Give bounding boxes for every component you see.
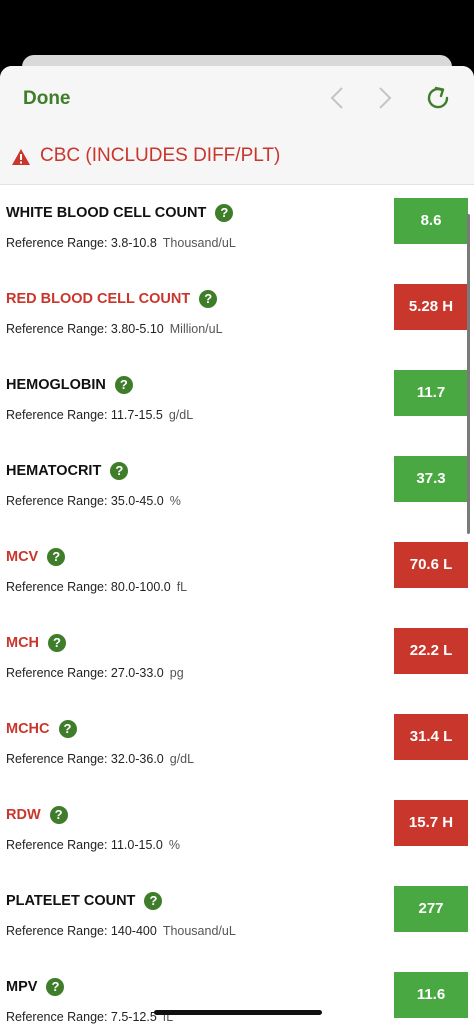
result-value[interactable]: 70.6 L <box>394 542 468 588</box>
reference-range-label: Reference Range: 140-400 <box>6 924 157 938</box>
result-value[interactable]: 37.3 <box>394 456 468 502</box>
panel-title: CBC (INCLUDES DIFF/PLT) <box>40 145 281 166</box>
test-name: PLATELET COUNT? <box>6 892 163 910</box>
unit-label: Thousand/uL <box>162 236 236 250</box>
result-row[interactable]: HEMOGLOBIN? Reference Range: 11.7-15.5 g/d… <box>0 357 474 443</box>
reference-range-label: Reference Range: 3.8-10.8 <box>6 236 157 250</box>
test-name: MCHC? <box>6 720 77 738</box>
reference-range: Reference Range: 11.0-15.0% <box>6 838 180 852</box>
nav-bar: Done <box>0 66 474 130</box>
result-row[interactable]: MCH? Reference Range: 27.0-33.0 pg 22.2 L <box>0 615 474 701</box>
results-sheet: Done CBC (INCLUDES DIFF/PLT) WHITE BLOOD… <box>0 66 474 1025</box>
home-indicator <box>154 1010 322 1015</box>
help-icon[interactable]: ? <box>144 892 163 910</box>
result-row[interactable]: RED BLOOD CELL COUNT? Reference Range: 3.… <box>0 271 474 357</box>
test-name: MPV? <box>6 978 65 996</box>
help-icon[interactable]: ? <box>110 462 129 480</box>
chevron-left-icon[interactable] <box>324 84 352 112</box>
test-name-label: MPV <box>6 979 38 995</box>
test-name-label: PLATELET COUNT <box>6 893 136 909</box>
unit-label: % <box>168 838 180 852</box>
unit-label: pg <box>169 666 184 680</box>
test-name-label: MCV <box>6 549 39 565</box>
reference-range: Reference Range: 11.7-15.5 g/dL <box>6 408 193 422</box>
result-value[interactable]: 8.6 <box>394 198 468 244</box>
test-name-label: RED BLOOD CELL COUNT <box>6 291 191 307</box>
help-icon[interactable]: ? <box>215 204 234 222</box>
done-button[interactable]: Done <box>23 88 71 109</box>
reference-range-label: Reference Range: 7.5-12.5 <box>6 1010 157 1024</box>
reference-range: Reference Range: 3.8-10.8 Thousand/uL <box>6 236 236 250</box>
help-icon[interactable]: ? <box>58 720 77 738</box>
test-name-label: MCHC <box>6 721 50 737</box>
result-row[interactable]: MCHC? Reference Range: 32.0-36.0 g/dL 31.4 … <box>0 701 474 787</box>
result-value[interactable]: 11.7 <box>394 370 468 416</box>
test-name-label: HEMOGLOBIN <box>6 377 106 393</box>
result-value[interactable]: 277 <box>394 886 468 932</box>
test-name-label: HEMATOCRIT <box>6 463 102 479</box>
reload-icon[interactable] <box>423 83 453 113</box>
reference-range-label: Reference Range: 35.0-45.0 <box>6 494 164 508</box>
test-name-label: WHITE BLOOD CELL COUNT <box>6 205 207 221</box>
test-name: MCV? <box>6 548 66 566</box>
result-value[interactable]: 22.2 L <box>394 628 468 674</box>
scrollbar[interactable] <box>467 214 470 534</box>
reference-range: Reference Range: 80.0-100.0 fL <box>6 580 187 594</box>
unit-label: Thousand/uL <box>162 924 236 938</box>
help-icon[interactable]: ? <box>48 634 67 652</box>
chevron-right-icon[interactable] <box>370 84 398 112</box>
test-name: RDW? <box>6 806 68 824</box>
result-value[interactable]: 5.28 H <box>394 284 468 330</box>
unit-label: fL <box>162 1010 174 1024</box>
unit-label: % <box>169 494 181 508</box>
result-row[interactable]: PLATELET COUNT? Reference Range: 140-400 T… <box>0 873 474 959</box>
reference-range: Reference Range: 3.80-5.10 Million/uL <box>6 322 223 336</box>
result-row[interactable]: MCV? Reference Range: 80.0-100.0 fL 70.6 L <box>0 529 474 615</box>
result-value[interactable]: 11.6 <box>394 972 468 1018</box>
help-icon[interactable]: ? <box>199 290 218 308</box>
reference-range-label: Reference Range: 32.0-36.0 <box>6 752 164 766</box>
unit-label: fL <box>176 580 188 594</box>
result-row[interactable]: HEMATOCRIT? Reference Range: 35.0-45.0% 37… <box>0 443 474 529</box>
reference-range: Reference Range: 32.0-36.0 g/dL <box>6 752 194 766</box>
panel-header: CBC (INCLUDES DIFF/PLT) <box>0 130 474 185</box>
result-row[interactable]: WHITE BLOOD CELL COUNT? Reference Range: … <box>0 185 474 271</box>
result-row[interactable]: MPV? Reference Range: 7.5-12.5 fL 11.6 <box>0 959 474 1025</box>
reference-range-label: Reference Range: 11.7-15.5 <box>6 408 163 422</box>
result-row[interactable]: RDW? Reference Range: 11.0-15.0% 15.7 H <box>0 787 474 873</box>
unit-label: Million/uL <box>169 322 223 336</box>
results-list: WHITE BLOOD CELL COUNT? Reference Range: … <box>0 185 474 1025</box>
test-name: MCH? <box>6 634 67 652</box>
unit-label: g/dL <box>168 408 194 422</box>
help-icon[interactable]: ? <box>47 548 66 566</box>
test-name-label: RDW <box>6 807 41 823</box>
test-name: HEMOGLOBIN? <box>6 376 133 394</box>
reference-range: Reference Range: 27.0-33.0 pg <box>6 666 184 680</box>
test-name-label: MCH <box>6 635 40 651</box>
reference-range-label: Reference Range: 80.0-100.0 <box>6 580 171 594</box>
help-icon[interactable]: ? <box>49 806 68 824</box>
test-name: HEMATOCRIT? <box>6 462 129 480</box>
result-value[interactable]: 15.7 H <box>394 800 468 846</box>
reference-range-label: Reference Range: 27.0-33.0 <box>6 666 164 680</box>
test-name: RED BLOOD CELL COUNT? <box>6 290 218 308</box>
reference-range-label: Reference Range: 3.80-5.10 <box>6 322 164 336</box>
reference-range-label: Reference Range: 11.0-15.0 <box>6 838 163 852</box>
help-icon[interactable]: ? <box>46 978 65 996</box>
warning-icon <box>12 149 30 165</box>
unit-label: g/dL <box>169 752 195 766</box>
reference-range: Reference Range: 35.0-45.0% <box>6 494 181 508</box>
reference-range: Reference Range: 140-400 Thousand/uL <box>6 924 236 938</box>
result-value[interactable]: 31.4 L <box>394 714 468 760</box>
help-icon[interactable]: ? <box>114 376 133 394</box>
reference-range: Reference Range: 7.5-12.5 fL <box>6 1010 173 1024</box>
test-name: WHITE BLOOD CELL COUNT? <box>6 204 234 222</box>
